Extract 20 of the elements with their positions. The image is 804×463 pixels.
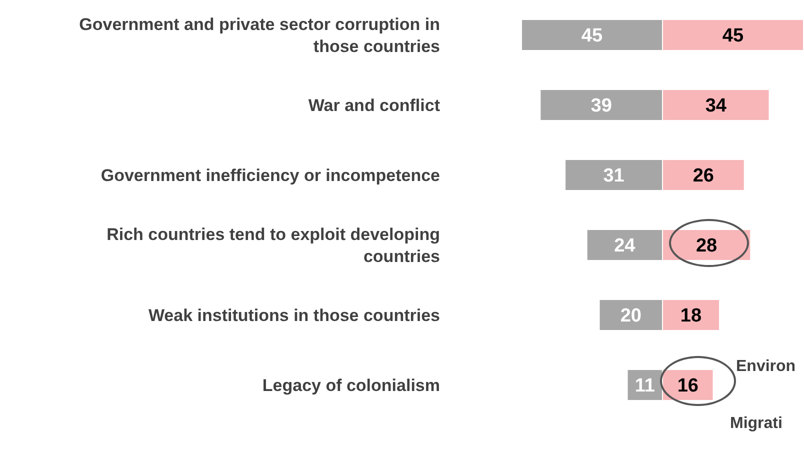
annotation: Migrati (730, 415, 782, 433)
data-label: 26 (692, 166, 714, 187)
data-label: 18 (680, 306, 702, 327)
y-tick-label: Weak institutions in those countries (148, 306, 440, 324)
y-tick-label: Rich countries tend to exploit developing countries (106, 224, 440, 266)
data-label: 11 (634, 376, 656, 397)
data-label: 39 (590, 96, 612, 117)
data-label: 24 (614, 236, 636, 257)
y-tick-label: War and conflict (308, 96, 440, 114)
data-label: 31 (603, 166, 625, 187)
annotation: Environ (736, 358, 796, 376)
data-label: 45 (722, 26, 744, 47)
data-label: 28 (696, 236, 718, 257)
data-label: 45 (581, 26, 603, 47)
y-tick-label: Government and private sector corruption in those countries (79, 14, 440, 56)
data-label: 34 (705, 96, 727, 117)
y-tick-label: Legacy of colonialism (262, 376, 440, 394)
data-label: 20 (620, 306, 642, 327)
data-label: 16 (677, 376, 698, 397)
y-tick-label: Government inefficiency or incompetence (100, 166, 440, 184)
